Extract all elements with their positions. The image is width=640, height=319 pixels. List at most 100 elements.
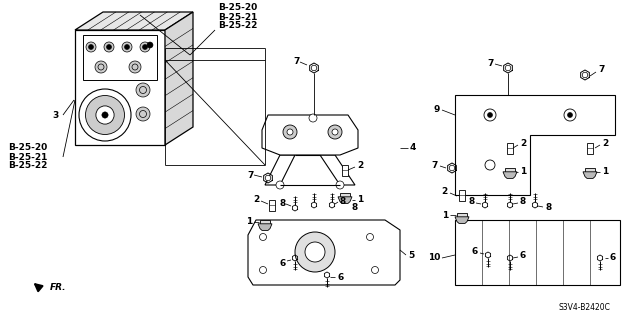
Text: 5: 5	[408, 250, 414, 259]
Text: 1: 1	[520, 167, 526, 176]
Text: 1: 1	[357, 196, 364, 204]
Text: 8: 8	[280, 199, 286, 209]
Text: 8: 8	[340, 197, 346, 205]
Circle shape	[283, 125, 297, 139]
Circle shape	[328, 125, 342, 139]
Polygon shape	[262, 115, 358, 155]
Text: 7: 7	[431, 160, 438, 169]
Circle shape	[371, 266, 378, 273]
Circle shape	[140, 42, 150, 52]
Text: 6: 6	[520, 251, 526, 261]
Text: 7: 7	[488, 58, 494, 68]
Text: 6: 6	[337, 273, 343, 283]
Text: 2: 2	[357, 160, 364, 169]
Text: 2: 2	[602, 138, 608, 147]
Circle shape	[96, 106, 114, 124]
Polygon shape	[265, 155, 295, 185]
Circle shape	[311, 65, 317, 71]
Circle shape	[147, 42, 153, 48]
Polygon shape	[165, 12, 193, 145]
Circle shape	[276, 181, 284, 189]
Circle shape	[95, 61, 107, 73]
Circle shape	[104, 42, 114, 52]
Bar	[507, 143, 513, 153]
Text: FR.: FR.	[50, 283, 67, 292]
Text: 2: 2	[442, 188, 448, 197]
Circle shape	[129, 61, 141, 73]
Text: B-25-21: B-25-21	[218, 12, 257, 21]
Text: 3: 3	[52, 110, 58, 120]
Circle shape	[259, 266, 266, 273]
Polygon shape	[503, 172, 517, 178]
Circle shape	[367, 234, 374, 241]
Polygon shape	[583, 172, 597, 178]
Text: 1: 1	[602, 167, 608, 176]
Circle shape	[309, 114, 317, 122]
Polygon shape	[248, 220, 400, 285]
Circle shape	[332, 129, 338, 135]
Circle shape	[106, 44, 111, 49]
Polygon shape	[455, 95, 615, 195]
Text: 1: 1	[246, 218, 252, 226]
Text: 8: 8	[468, 197, 475, 206]
Text: 8: 8	[545, 204, 551, 212]
Bar	[457, 213, 467, 217]
Polygon shape	[338, 197, 352, 204]
Circle shape	[136, 83, 150, 97]
Circle shape	[102, 112, 108, 118]
Circle shape	[336, 181, 344, 189]
Text: 7: 7	[248, 170, 254, 180]
Circle shape	[488, 113, 493, 117]
Circle shape	[122, 42, 132, 52]
Circle shape	[568, 113, 573, 117]
Bar	[260, 220, 270, 224]
Text: 10: 10	[428, 254, 440, 263]
Text: 9: 9	[434, 106, 440, 115]
Text: B-25-21: B-25-21	[8, 152, 47, 161]
Text: 8: 8	[520, 197, 526, 206]
Polygon shape	[455, 220, 620, 285]
Circle shape	[485, 160, 495, 170]
Bar	[587, 143, 593, 153]
Bar	[342, 165, 348, 175]
Bar	[75, 30, 165, 145]
Text: S3V4-B2420C: S3V4-B2420C	[558, 303, 610, 313]
Circle shape	[88, 44, 93, 49]
Text: 1: 1	[442, 211, 448, 219]
Circle shape	[136, 107, 150, 121]
Polygon shape	[258, 224, 272, 230]
Circle shape	[265, 175, 271, 181]
Circle shape	[582, 72, 588, 78]
Text: 7: 7	[294, 57, 300, 66]
Polygon shape	[75, 12, 193, 30]
Circle shape	[86, 95, 125, 135]
Circle shape	[259, 234, 266, 241]
Circle shape	[505, 65, 511, 71]
Bar	[83, 35, 157, 80]
Text: 2: 2	[520, 138, 526, 147]
Text: 8: 8	[352, 204, 358, 212]
Text: 4: 4	[410, 144, 417, 152]
Bar	[269, 199, 275, 211]
Text: 6: 6	[280, 258, 286, 268]
Circle shape	[143, 44, 147, 49]
Text: 2: 2	[253, 196, 260, 204]
Circle shape	[295, 232, 335, 272]
Circle shape	[305, 242, 325, 262]
Text: B-25-20: B-25-20	[218, 4, 257, 12]
Text: B-25-22: B-25-22	[218, 21, 257, 31]
Bar	[585, 168, 595, 172]
Circle shape	[79, 89, 131, 141]
Polygon shape	[455, 217, 469, 223]
Circle shape	[449, 165, 455, 171]
Polygon shape	[320, 155, 355, 185]
Circle shape	[484, 109, 496, 121]
Circle shape	[287, 129, 293, 135]
Bar	[505, 168, 515, 172]
Bar	[459, 189, 465, 201]
Circle shape	[125, 44, 129, 49]
Text: B-25-22: B-25-22	[8, 161, 47, 170]
Bar	[340, 193, 350, 197]
Text: B-25-20: B-25-20	[8, 144, 47, 152]
Text: 6: 6	[472, 248, 478, 256]
